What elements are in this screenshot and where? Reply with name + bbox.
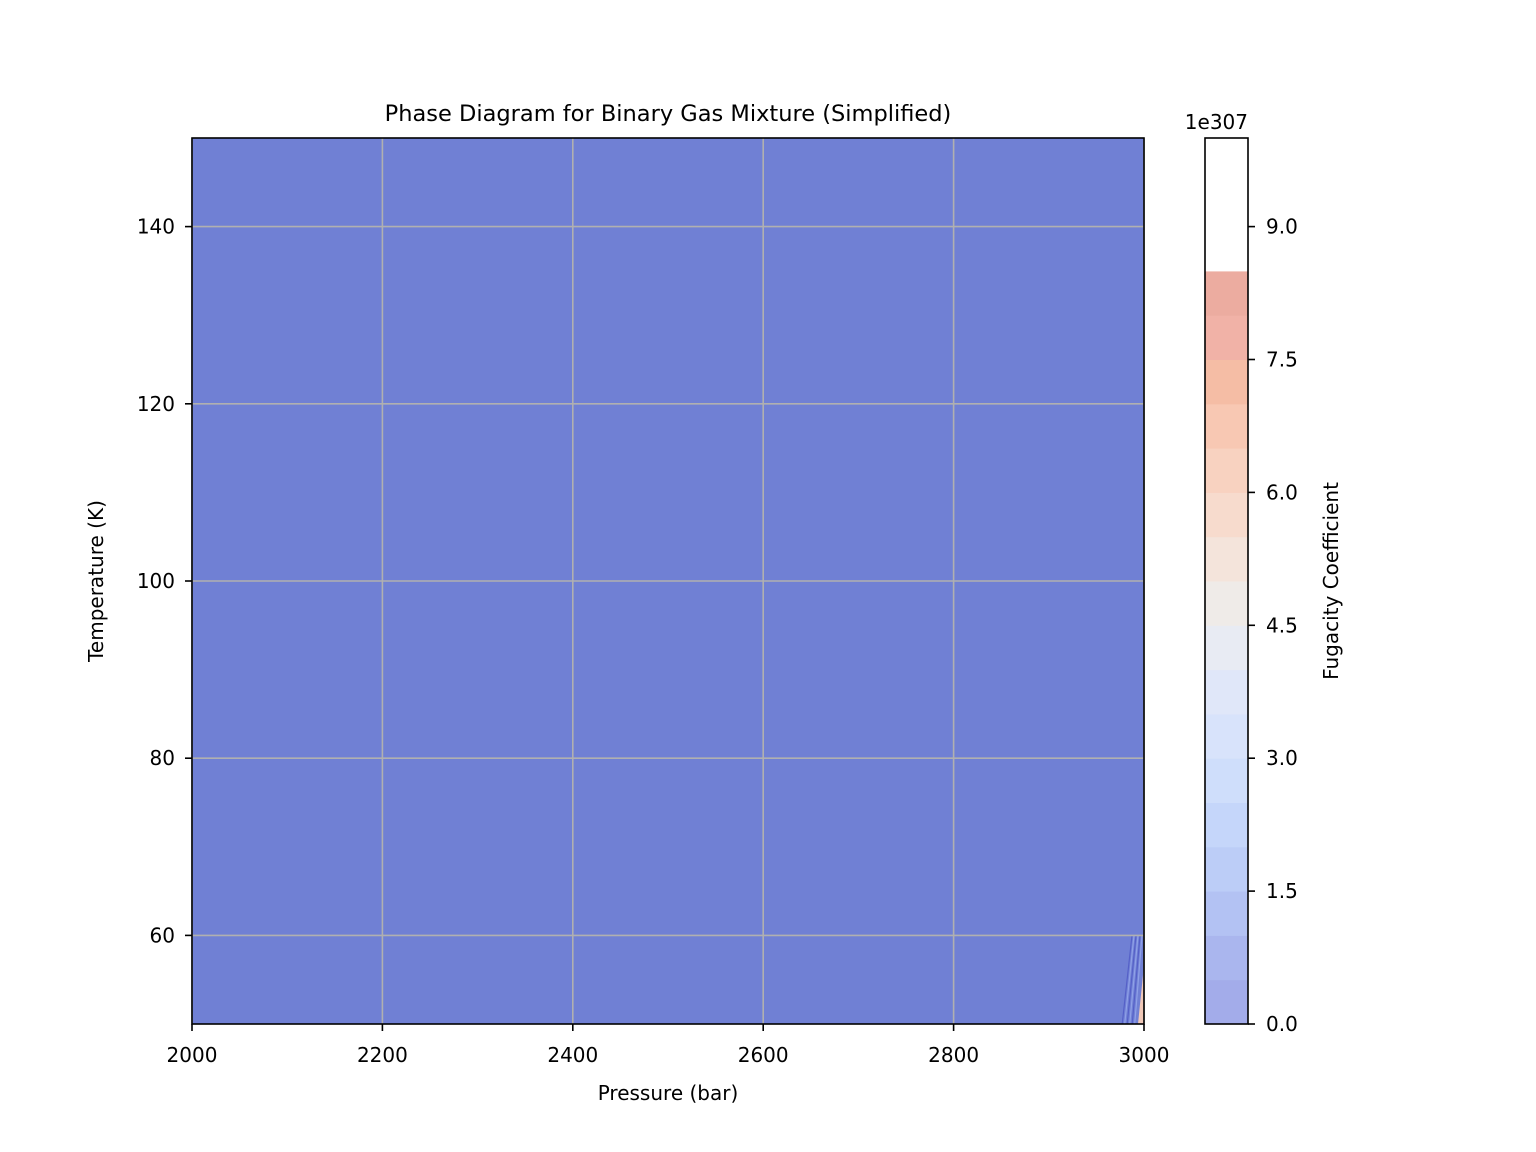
contour-hot-patch bbox=[1138, 965, 1144, 1024]
y-axis-label: Temperature (K) bbox=[84, 500, 108, 663]
y-tick-label: 80 bbox=[150, 746, 175, 770]
colorbar-level bbox=[1205, 979, 1248, 1025]
colorbar-level bbox=[1205, 846, 1248, 892]
x-axis: 2000 2200 2400 2600 2800 3000 bbox=[167, 1024, 1170, 1067]
colorbar-offset-text: 1e307 bbox=[1185, 110, 1248, 134]
colorbar-level bbox=[1205, 758, 1248, 803]
contour-anomaly-region bbox=[1121, 935, 1144, 1025]
colorbar-level bbox=[1205, 182, 1248, 228]
contour-line bbox=[1131, 935, 1141, 1025]
colorbar-tick-label: 3.0 bbox=[1266, 746, 1298, 770]
colorbar-level bbox=[1205, 492, 1248, 538]
colorbar-level bbox=[1205, 359, 1248, 405]
colorbar-level bbox=[1205, 270, 1248, 316]
x-tick-label: 2800 bbox=[928, 1043, 979, 1067]
colorbar-level bbox=[1205, 713, 1248, 759]
x-tick-label: 2000 bbox=[167, 1043, 218, 1067]
colorbar-level bbox=[1205, 138, 1248, 183]
contour-line bbox=[1124, 935, 1135, 1025]
x-axis-label: Pressure (bar) bbox=[598, 1081, 739, 1105]
colorbar-tick-label: 0.0 bbox=[1266, 1012, 1298, 1036]
plot-area bbox=[191, 137, 1145, 1025]
colorbar-tick-label: 1.5 bbox=[1266, 879, 1298, 903]
colorbar-levels bbox=[1205, 138, 1248, 1025]
colorbar-level bbox=[1205, 669, 1248, 715]
colorbar-tick-label: 9.0 bbox=[1266, 215, 1298, 239]
colorbar-ticks: 0.0 1.5 3.0 4.5 6.0 7.5 9.0 bbox=[1248, 215, 1298, 1036]
x-tick-label: 2600 bbox=[738, 1043, 789, 1067]
colorbar-level bbox=[1205, 226, 1248, 272]
x-tick-label: 2400 bbox=[547, 1043, 598, 1067]
colorbar-level bbox=[1205, 448, 1248, 493]
colorbar-frame bbox=[1204, 137, 1249, 1025]
colorbar-level bbox=[1205, 536, 1248, 582]
colorbar-level bbox=[1205, 315, 1248, 360]
chart-title: Phase Diagram for Binary Gas Mixture (Si… bbox=[385, 101, 952, 127]
colorbar-level bbox=[1205, 935, 1248, 981]
colorbar-label: Fugacity Coefficient bbox=[1319, 482, 1343, 680]
colorbar-tick-label: 4.5 bbox=[1266, 613, 1298, 637]
x-tick-label: 2200 bbox=[357, 1043, 408, 1067]
contour-line bbox=[1134, 935, 1143, 1025]
colorbar-level bbox=[1205, 625, 1248, 671]
colorbar-level bbox=[1205, 802, 1248, 848]
y-axis: 60 80 100 120 140 bbox=[137, 215, 192, 947]
y-tick-label: 140 bbox=[137, 215, 175, 239]
y-tick-label: 120 bbox=[137, 392, 175, 416]
colorbar-tick-label: 7.5 bbox=[1266, 348, 1298, 372]
colorbar-tick-label: 6.0 bbox=[1266, 480, 1298, 504]
contour-line bbox=[1121, 935, 1133, 1025]
x-tick-label: 3000 bbox=[1119, 1043, 1170, 1067]
y-tick-label: 100 bbox=[137, 569, 175, 593]
colorbar-level bbox=[1205, 403, 1248, 449]
contour-line bbox=[1129, 935, 1139, 1025]
colorbar-level bbox=[1205, 581, 1248, 626]
colorbar-level bbox=[1205, 891, 1248, 936]
contour-line bbox=[1126, 935, 1137, 1025]
y-tick-label: 60 bbox=[150, 923, 175, 947]
colorbar: 0.0 1.5 3.0 4.5 6.0 7.5 9.0 1e307 Fugacity Coe… bbox=[1185, 110, 1343, 1036]
